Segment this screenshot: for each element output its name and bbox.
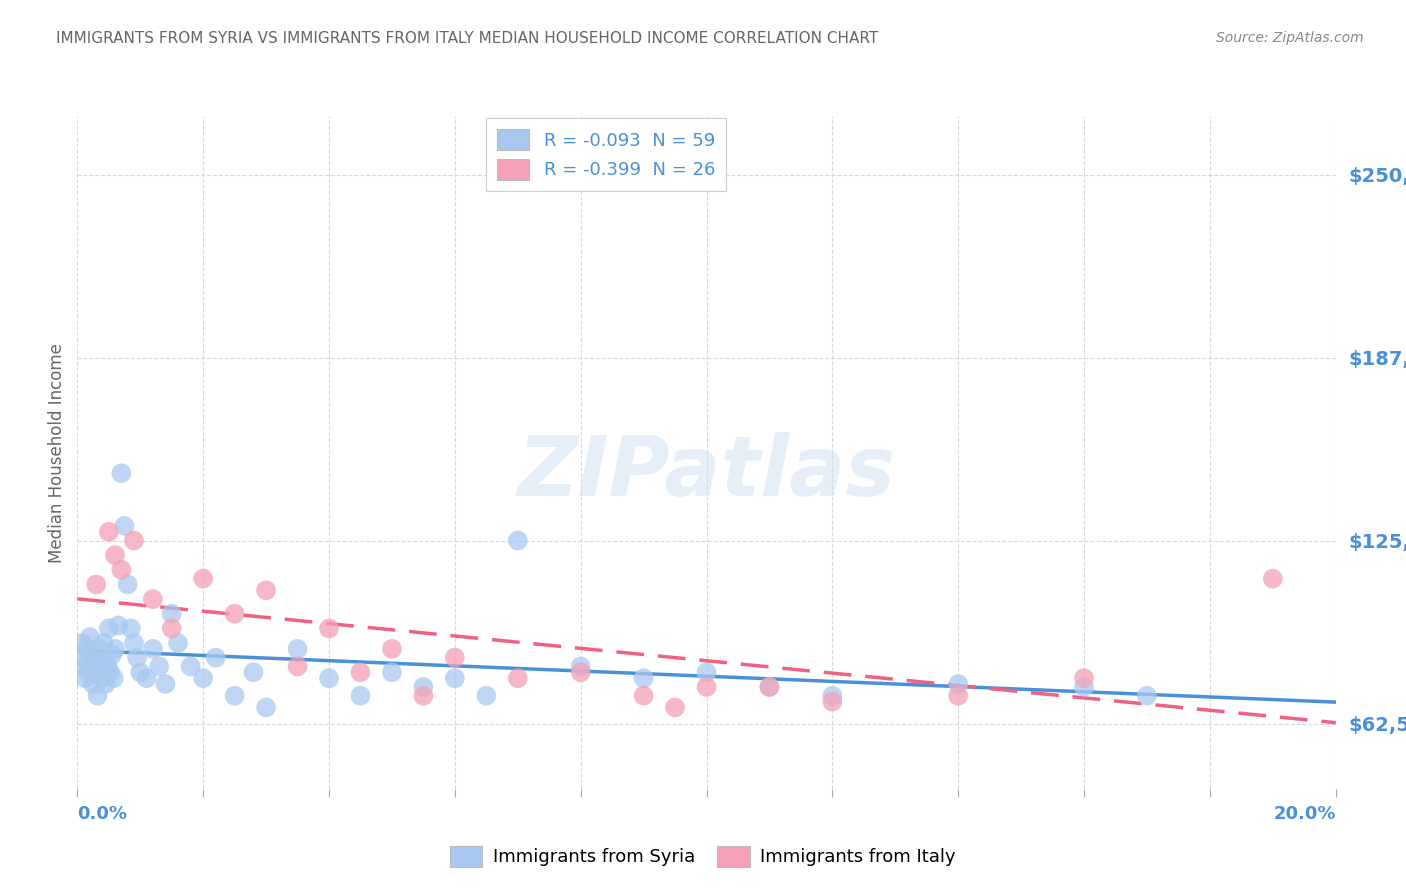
Point <box>98 665 121 680</box>
Point <box>110 466 132 480</box>
Point <box>160 607 183 621</box>
Point <box>122 533 145 548</box>
Legend: R = -0.093  N = 59, R = -0.399  N = 26: R = -0.093 N = 59, R = -0.399 N = 26 <box>486 119 725 191</box>
Point <box>72 636 94 650</box>
Point <box>444 671 467 685</box>
Point <box>948 677 970 691</box>
Point <box>254 583 277 598</box>
Point <box>97 621 120 635</box>
Point <box>412 689 434 703</box>
Point <box>101 648 124 662</box>
Point <box>1073 680 1095 694</box>
Point <box>142 592 165 607</box>
Point <box>1073 671 1095 685</box>
Point <box>475 689 498 703</box>
Text: 20.0%: 20.0% <box>1274 805 1336 823</box>
Point <box>91 657 114 671</box>
Legend: Immigrants from Syria, Immigrants from Italy: Immigrants from Syria, Immigrants from I… <box>443 838 963 874</box>
Point <box>758 680 780 694</box>
Point <box>224 607 246 621</box>
Point <box>254 700 277 714</box>
Point <box>633 671 655 685</box>
Point <box>142 641 165 656</box>
Point <box>287 659 309 673</box>
Point <box>69 650 91 665</box>
Point <box>77 665 100 680</box>
Point <box>569 659 592 673</box>
Point <box>506 671 529 685</box>
Point <box>84 577 107 591</box>
Point <box>79 630 101 644</box>
Point <box>191 572 215 586</box>
Point <box>948 689 970 703</box>
Point <box>224 689 246 703</box>
Point <box>127 650 149 665</box>
Point <box>633 689 655 703</box>
Point <box>86 689 108 703</box>
Point <box>76 641 98 656</box>
Point <box>120 621 142 635</box>
Point <box>155 677 177 691</box>
Point <box>72 659 94 673</box>
Point <box>122 636 145 650</box>
Point <box>129 665 152 680</box>
Text: IMMIGRANTS FROM SYRIA VS IMMIGRANTS FROM ITALY MEDIAN HOUSEHOLD INCOME CORRELATI: IMMIGRANTS FROM SYRIA VS IMMIGRANTS FROM… <box>56 31 879 46</box>
Point <box>444 650 467 665</box>
Point <box>696 680 718 694</box>
Point <box>93 636 115 650</box>
Point <box>412 680 434 694</box>
Point <box>1261 572 1284 586</box>
Point <box>287 641 309 656</box>
Point <box>84 654 107 668</box>
Point <box>758 680 780 694</box>
Point <box>110 563 132 577</box>
Point <box>696 665 718 680</box>
Point <box>89 641 111 656</box>
Point <box>506 533 529 548</box>
Point <box>664 700 686 714</box>
Text: 0.0%: 0.0% <box>77 805 128 823</box>
Point <box>117 577 139 591</box>
Point <box>318 671 340 685</box>
Point <box>318 621 340 635</box>
Point <box>73 671 96 685</box>
Point <box>90 671 112 685</box>
Point <box>97 524 120 539</box>
Y-axis label: Median Household Income: Median Household Income <box>48 343 66 563</box>
Point <box>381 641 404 656</box>
Point <box>381 665 404 680</box>
Point <box>821 689 844 703</box>
Point <box>84 665 107 680</box>
Point <box>148 659 170 673</box>
Point <box>1136 689 1159 703</box>
Text: Source: ZipAtlas.com: Source: ZipAtlas.com <box>1216 31 1364 45</box>
Point <box>135 671 157 685</box>
Point <box>104 641 127 656</box>
Point <box>107 618 129 632</box>
Point <box>242 665 264 680</box>
Point <box>96 659 118 673</box>
Point <box>160 621 183 635</box>
Point <box>103 671 125 685</box>
Point <box>191 671 215 685</box>
Point <box>94 677 117 691</box>
Point <box>82 677 104 691</box>
Point <box>349 689 371 703</box>
Point <box>104 548 127 562</box>
Point <box>80 648 103 662</box>
Point <box>114 519 136 533</box>
Point <box>821 695 844 709</box>
Text: ZIPatlas: ZIPatlas <box>517 433 896 514</box>
Point <box>167 636 190 650</box>
Point <box>349 665 371 680</box>
Point <box>180 659 202 673</box>
Point <box>569 665 592 680</box>
Point <box>204 650 226 665</box>
